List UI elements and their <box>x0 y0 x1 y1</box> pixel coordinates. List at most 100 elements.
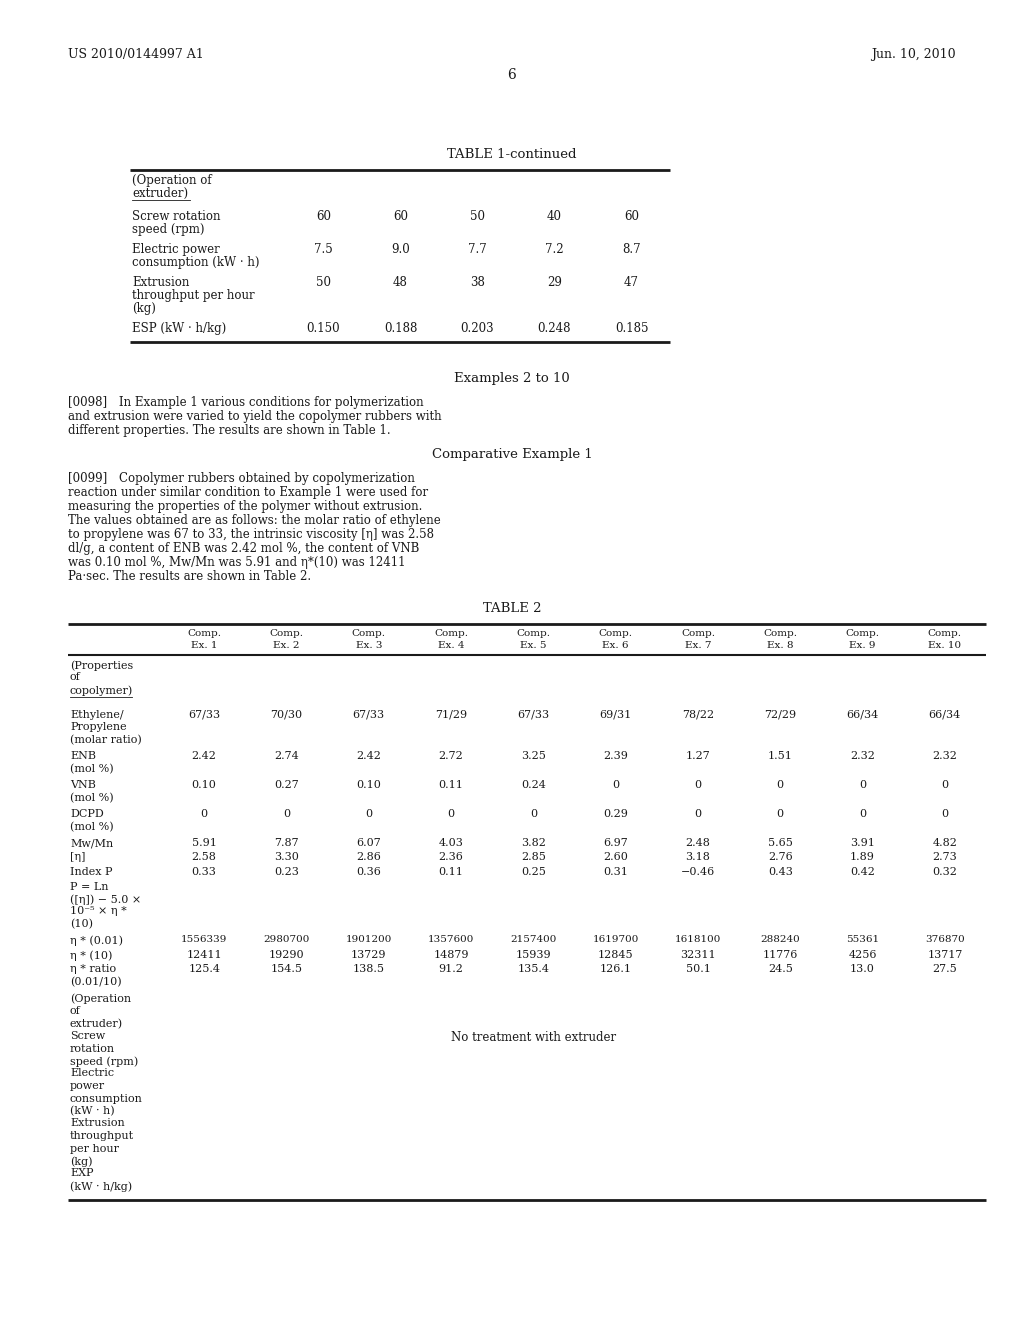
Text: 0: 0 <box>694 809 701 818</box>
Text: TABLE 2: TABLE 2 <box>482 602 542 615</box>
Text: 72/29: 72/29 <box>764 710 797 719</box>
Text: (Operation of: (Operation of <box>132 174 212 187</box>
Text: ENB: ENB <box>70 751 96 762</box>
Text: 0.29: 0.29 <box>603 809 628 818</box>
Text: VNB: VNB <box>70 780 96 789</box>
Text: 3.30: 3.30 <box>274 853 299 862</box>
Text: different properties. The results are shown in Table 1.: different properties. The results are sh… <box>68 424 390 437</box>
Text: 3.91: 3.91 <box>850 838 874 847</box>
Text: 9.0: 9.0 <box>391 243 410 256</box>
Text: 0.10: 0.10 <box>356 780 381 789</box>
Text: Comp.: Comp. <box>434 630 468 638</box>
Text: 38: 38 <box>470 276 485 289</box>
Text: [0098] In Example 1 various conditions for polymerization: [0098] In Example 1 various conditions f… <box>68 396 424 409</box>
Text: η * ratio: η * ratio <box>70 965 116 974</box>
Text: Comp.: Comp. <box>352 630 386 638</box>
Text: Pa·sec. The results are shown in Table 2.: Pa·sec. The results are shown in Table 2… <box>68 570 311 583</box>
Text: 0.42: 0.42 <box>850 867 874 876</box>
Text: 66/34: 66/34 <box>847 710 879 719</box>
Text: 135.4: 135.4 <box>517 965 549 974</box>
Text: 0.23: 0.23 <box>274 867 299 876</box>
Text: 0: 0 <box>447 809 455 818</box>
Text: speed (rpm): speed (rpm) <box>132 223 205 236</box>
Text: 14879: 14879 <box>433 950 469 960</box>
Text: 0: 0 <box>694 780 701 789</box>
Text: 55361: 55361 <box>846 936 880 945</box>
Text: Electric power: Electric power <box>132 243 220 256</box>
Text: 67/33: 67/33 <box>517 710 550 719</box>
Text: No treatment with extruder: No treatment with extruder <box>451 1031 615 1044</box>
Text: 60: 60 <box>316 210 331 223</box>
Text: 0.32: 0.32 <box>933 867 957 876</box>
Text: 2.32: 2.32 <box>850 751 874 762</box>
Text: dl/g, a content of ENB was 2.42 mol %, the content of VNB: dl/g, a content of ENB was 2.42 mol %, t… <box>68 543 420 554</box>
Text: −0.46: −0.46 <box>681 867 715 876</box>
Text: DCPD: DCPD <box>70 809 103 818</box>
Text: TABLE 1-continued: TABLE 1-continued <box>447 148 577 161</box>
Text: 154.5: 154.5 <box>270 965 302 974</box>
Text: 0.24: 0.24 <box>521 780 546 789</box>
Text: 7.7: 7.7 <box>468 243 486 256</box>
Text: Index P: Index P <box>70 867 113 876</box>
Text: Comp.: Comp. <box>846 630 880 638</box>
Text: and extrusion were varied to yield the copolymer rubbers with: and extrusion were varied to yield the c… <box>68 411 441 422</box>
Text: (10): (10) <box>70 919 93 929</box>
Text: EXP: EXP <box>70 1168 93 1179</box>
Text: Ex. 4: Ex. 4 <box>438 642 464 649</box>
Text: 3.82: 3.82 <box>521 838 546 847</box>
Text: 40: 40 <box>547 210 562 223</box>
Text: 3.25: 3.25 <box>521 751 546 762</box>
Text: Ex. 2: Ex. 2 <box>273 642 300 649</box>
Text: 50: 50 <box>316 276 331 289</box>
Text: copolymer): copolymer) <box>70 685 133 696</box>
Text: 5.65: 5.65 <box>768 838 793 847</box>
Text: Ethylene/: Ethylene/ <box>70 710 124 719</box>
Text: 3.18: 3.18 <box>685 853 711 862</box>
Text: 0: 0 <box>366 809 373 818</box>
Text: Comp.: Comp. <box>599 630 633 638</box>
Text: 0.10: 0.10 <box>191 780 217 789</box>
Text: 0.11: 0.11 <box>438 780 464 789</box>
Text: Jun. 10, 2010: Jun. 10, 2010 <box>871 48 956 61</box>
Text: 60: 60 <box>393 210 408 223</box>
Text: extruder): extruder) <box>70 1019 123 1028</box>
Text: Comp.: Comp. <box>187 630 221 638</box>
Text: Comparative Example 1: Comparative Example 1 <box>432 447 592 461</box>
Text: of: of <box>70 672 81 682</box>
Text: 1357600: 1357600 <box>428 936 474 945</box>
Text: 0.188: 0.188 <box>384 322 417 335</box>
Text: 11776: 11776 <box>763 950 798 960</box>
Text: 2.32: 2.32 <box>933 751 957 762</box>
Text: 70/30: 70/30 <box>270 710 302 719</box>
Text: Ex. 9: Ex. 9 <box>849 642 876 649</box>
Text: Electric: Electric <box>70 1068 114 1078</box>
Text: 0: 0 <box>941 809 948 818</box>
Text: 78/22: 78/22 <box>682 710 714 719</box>
Text: Extrusion: Extrusion <box>70 1118 125 1129</box>
Text: extruder): extruder) <box>132 187 188 201</box>
Text: P = Ln: P = Ln <box>70 882 109 891</box>
Text: η * (0.01): η * (0.01) <box>70 936 123 946</box>
Text: Screw: Screw <box>70 1031 105 1041</box>
Text: 0.150: 0.150 <box>306 322 340 335</box>
Text: per hour: per hour <box>70 1143 119 1154</box>
Text: (kg): (kg) <box>132 302 156 315</box>
Text: 0: 0 <box>941 780 948 789</box>
Text: 71/29: 71/29 <box>435 710 467 719</box>
Text: 2.86: 2.86 <box>356 853 381 862</box>
Text: 13.0: 13.0 <box>850 965 874 974</box>
Text: (mol %): (mol %) <box>70 763 114 774</box>
Text: 32311: 32311 <box>680 950 716 960</box>
Text: 6: 6 <box>508 69 516 82</box>
Text: 48: 48 <box>393 276 408 289</box>
Text: 0: 0 <box>283 809 290 818</box>
Text: rotation: rotation <box>70 1044 115 1053</box>
Text: 1.89: 1.89 <box>850 853 874 862</box>
Text: measuring the properties of the polymer without extrusion.: measuring the properties of the polymer … <box>68 500 422 513</box>
Text: 0.33: 0.33 <box>191 867 217 876</box>
Text: 8.7: 8.7 <box>623 243 641 256</box>
Text: Comp.: Comp. <box>269 630 303 638</box>
Text: throughput per hour: throughput per hour <box>132 289 255 302</box>
Text: 27.5: 27.5 <box>933 965 957 974</box>
Text: 2.73: 2.73 <box>933 853 957 862</box>
